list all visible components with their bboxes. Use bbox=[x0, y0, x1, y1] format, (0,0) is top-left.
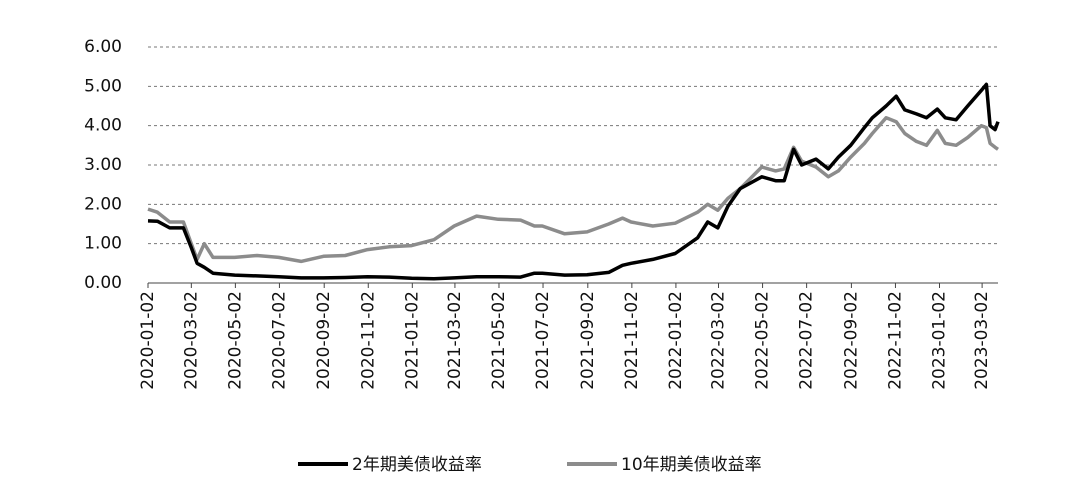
legend-label: 10年期美债收益率 bbox=[621, 455, 762, 475]
x-tick-label: 2023-03-02 bbox=[972, 291, 992, 390]
x-tick-label: 2020-01-02 bbox=[138, 291, 158, 390]
y-tick-label: 5.00 bbox=[84, 76, 122, 96]
x-tick-label: 2022-07-02 bbox=[797, 291, 817, 390]
x-tick-label: 2020-11-02 bbox=[358, 291, 378, 390]
y-tick-label: 1.00 bbox=[84, 234, 122, 254]
y-tick-label: 3.00 bbox=[84, 155, 122, 175]
y-tick-label: 4.00 bbox=[84, 116, 122, 136]
x-tick-label: 2021-01-02 bbox=[402, 291, 422, 390]
x-tick-label: 2022-11-02 bbox=[885, 291, 905, 390]
y-tick-label: 6.00 bbox=[84, 37, 122, 57]
x-tick-label: 2020-07-02 bbox=[269, 291, 289, 390]
data-line bbox=[147, 116, 999, 264]
x-tick-label: 2022-01-02 bbox=[666, 291, 686, 390]
x-tick-label: 2021-05-02 bbox=[489, 291, 509, 390]
y-tick-label: 0.00 bbox=[84, 273, 122, 293]
x-tick-label: 2021-07-02 bbox=[533, 291, 553, 390]
x-tick-label: 2021-09-02 bbox=[578, 291, 598, 390]
x-tick-label: 2022-05-02 bbox=[753, 291, 773, 390]
x-tick-label: 2023-01-02 bbox=[930, 291, 950, 390]
x-tick-label: 2020-03-02 bbox=[181, 291, 201, 390]
x-tick-label: 2022-09-02 bbox=[841, 291, 861, 390]
x-tick-label: 2021-03-02 bbox=[445, 291, 465, 390]
y-tick-label: 2.00 bbox=[84, 194, 122, 214]
x-tick-label: 2022-03-02 bbox=[709, 291, 729, 390]
x-tick-label: 2021-11-02 bbox=[622, 291, 642, 390]
data-line bbox=[147, 82, 1000, 281]
legend-label: 2年期美债收益率 bbox=[352, 455, 482, 475]
x-tick-label: 2020-09-02 bbox=[314, 291, 334, 390]
x-tick-label: 2020-05-02 bbox=[225, 291, 245, 390]
